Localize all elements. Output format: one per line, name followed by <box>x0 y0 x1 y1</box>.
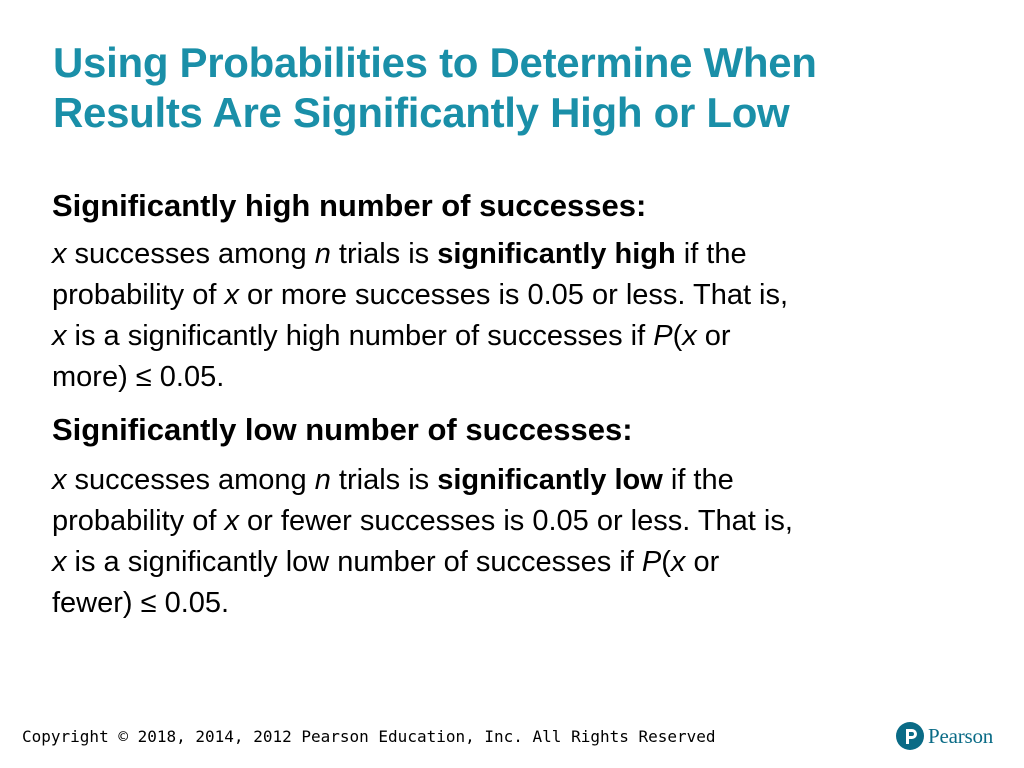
var-n: n <box>314 238 331 270</box>
text: successes among <box>66 464 315 496</box>
high-line-3: x is a significantly high number of succ… <box>52 316 788 357</box>
text: probability of <box>52 505 225 537</box>
high-definition: x successes among n trials is significan… <box>52 234 788 398</box>
text: ( <box>672 320 683 352</box>
text: or <box>685 546 720 578</box>
var-x: x <box>52 320 67 352</box>
var-x: x <box>52 546 67 578</box>
low-line-2: probability of x or fewer successes is 0… <box>52 501 793 542</box>
text: or fewer successes is 0.05 or less. That… <box>239 505 793 537</box>
text: trials is <box>330 464 438 496</box>
var-x: x <box>224 505 240 537</box>
var-x: x <box>52 464 67 496</box>
pearson-logo-text: Pearson <box>928 723 994 748</box>
text: if the <box>675 238 747 270</box>
low-line-3: x is a significantly low number of succe… <box>52 542 793 583</box>
text: or more successes is 0.05 or less. That … <box>239 279 789 311</box>
text: successes among <box>66 238 315 270</box>
high-heading: Significantly high number of successes: <box>52 188 647 223</box>
high-line-4: more) ≤ 0.05. <box>52 357 788 398</box>
text: trials is <box>330 238 438 270</box>
slide-title: Using Probabilities to Determine When Re… <box>53 38 1003 138</box>
slide-title-line-2: Results Are Significantly High or Low <box>53 89 790 136</box>
pearson-p-icon <box>896 722 924 750</box>
text: fewer) ≤ 0.05. <box>52 587 230 619</box>
text: more) ≤ 0.05. <box>52 361 225 393</box>
term-significantly-low: significantly low <box>437 464 663 496</box>
text: is a significantly low number of success… <box>66 546 642 578</box>
low-line-4: fewer) ≤ 0.05. <box>52 583 793 624</box>
var-p: P <box>653 320 673 352</box>
low-heading: Significantly low number of successes: <box>52 412 633 447</box>
low-definition: x successes among n trials is significan… <box>52 460 793 624</box>
text: if the <box>662 464 734 496</box>
var-x: x <box>224 279 240 311</box>
var-x: x <box>682 320 697 352</box>
var-p: P <box>641 546 662 578</box>
pearson-logo: Pearson <box>896 718 993 754</box>
var-x: x <box>670 546 686 578</box>
high-line-2: probability of x or more successes is 0.… <box>52 275 788 316</box>
text: or <box>696 320 731 352</box>
copyright-notice: Copyright © 2018, 2014, 2012 Pearson Edu… <box>22 727 716 746</box>
var-x: x <box>52 238 67 270</box>
var-n: n <box>314 464 331 496</box>
text: is a significantly high number of succes… <box>66 320 654 352</box>
text: probability of <box>52 279 225 311</box>
term-significantly-high: significantly high <box>437 238 676 270</box>
slide-title-line-1: Using Probabilities to Determine When <box>53 39 817 86</box>
low-line-1: x successes among n trials is significan… <box>52 460 793 501</box>
high-line-1: x successes among n trials is significan… <box>52 234 788 275</box>
text: ( <box>661 546 671 578</box>
